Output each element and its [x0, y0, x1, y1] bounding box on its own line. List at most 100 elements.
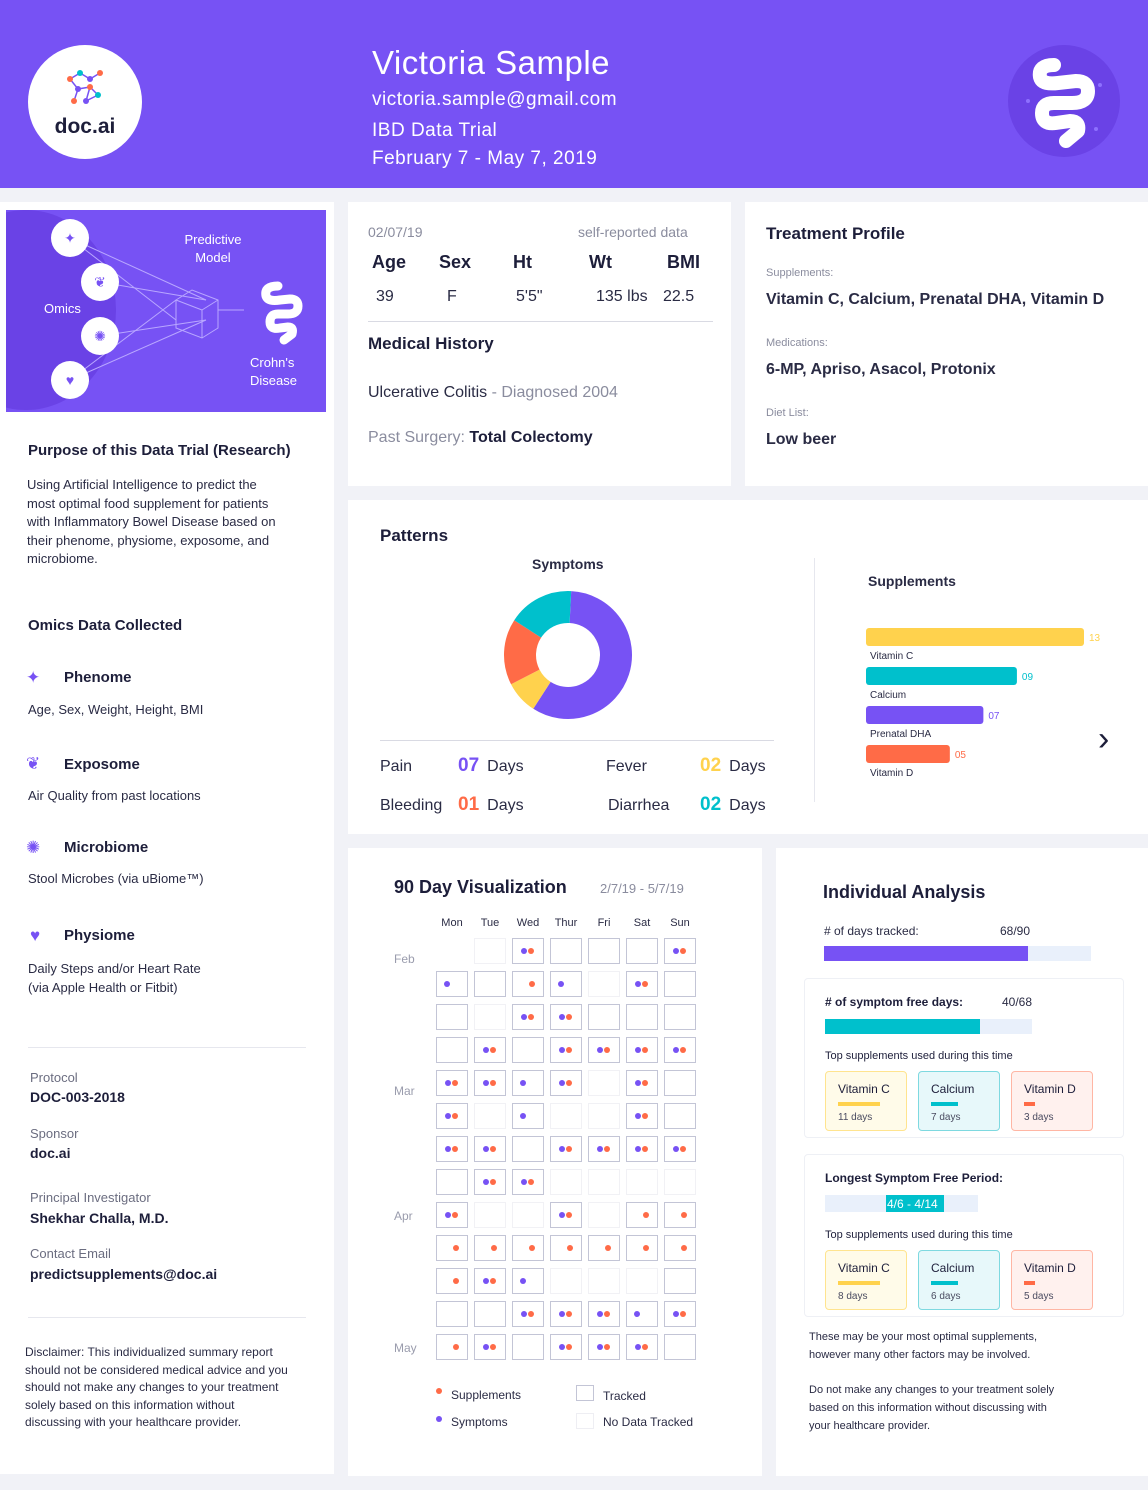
day-cell[interactable] — [512, 1103, 544, 1129]
day-cell[interactable] — [588, 1169, 620, 1195]
day-cell[interactable] — [512, 1037, 544, 1063]
day-cell[interactable] — [664, 1301, 696, 1327]
day-cell[interactable] — [474, 971, 506, 997]
day-cell[interactable] — [474, 1334, 506, 1360]
day-cell[interactable] — [474, 1301, 506, 1327]
day-cell[interactable] — [474, 1268, 506, 1294]
day-cell[interactable] — [664, 1202, 696, 1228]
day-cell[interactable] — [626, 938, 658, 964]
day-cell[interactable] — [588, 1103, 620, 1129]
day-cell[interactable] — [626, 1004, 658, 1030]
day-cell[interactable] — [664, 1037, 696, 1063]
day-cell[interactable] — [550, 1037, 582, 1063]
day-cell[interactable] — [512, 1202, 544, 1228]
day-cell[interactable] — [550, 1202, 582, 1228]
day-cell[interactable] — [664, 1136, 696, 1162]
symptom-dot — [520, 1080, 526, 1086]
day-cell[interactable] — [474, 1103, 506, 1129]
day-cell[interactable] — [474, 1169, 506, 1195]
day-cell[interactable] — [626, 1136, 658, 1162]
day-cell[interactable] — [588, 1268, 620, 1294]
day-cell[interactable] — [664, 1169, 696, 1195]
day-cell[interactable] — [664, 1004, 696, 1030]
day-cell[interactable] — [588, 1334, 620, 1360]
day-cell[interactable] — [436, 1301, 468, 1327]
day-cell[interactable] — [626, 1268, 658, 1294]
day-cell[interactable] — [550, 1235, 582, 1261]
day-cell[interactable] — [474, 1202, 506, 1228]
day-cell[interactable] — [626, 1070, 658, 1096]
supplement-dot — [528, 1311, 534, 1317]
day-cell[interactable] — [436, 1235, 468, 1261]
day-cell[interactable] — [588, 1235, 620, 1261]
day-cell[interactable] — [550, 1301, 582, 1327]
day-cell[interactable] — [626, 1103, 658, 1129]
day-cell[interactable] — [436, 971, 468, 997]
day-cell[interactable] — [550, 971, 582, 997]
day-cell[interactable] — [588, 938, 620, 964]
analysis-disclaimer: Do not make any changes to your treatmen… — [809, 1384, 1055, 1432]
day-cell[interactable] — [474, 1037, 506, 1063]
day-cell[interactable] — [512, 1070, 544, 1096]
day-cell[interactable] — [664, 1268, 696, 1294]
day-cell[interactable] — [588, 1004, 620, 1030]
day-cell[interactable] — [512, 938, 544, 964]
day-cell[interactable] — [512, 1004, 544, 1030]
medications-list: 6-MP, Apriso, Asacol, Protonix — [766, 361, 996, 378]
day-cell[interactable] — [436, 1268, 468, 1294]
day-cell[interactable] — [550, 1169, 582, 1195]
day-cell[interactable] — [626, 1334, 658, 1360]
day-cell[interactable] — [550, 1334, 582, 1360]
day-cell[interactable] — [436, 1037, 468, 1063]
day-cell[interactable] — [512, 971, 544, 997]
supplement-dot — [604, 1344, 610, 1350]
day-cell[interactable] — [588, 971, 620, 997]
day-cell[interactable] — [588, 1136, 620, 1162]
chevron-right-icon[interactable]: › — [1098, 720, 1110, 758]
day-cell[interactable] — [550, 938, 582, 964]
day-cell[interactable] — [550, 1136, 582, 1162]
day-cell[interactable] — [626, 1169, 658, 1195]
day-cell[interactable] — [664, 938, 696, 964]
day-cell[interactable] — [436, 1202, 468, 1228]
day-cell[interactable] — [550, 1268, 582, 1294]
day-cell[interactable] — [436, 1004, 468, 1030]
day-cell[interactable] — [588, 1202, 620, 1228]
day-cell[interactable] — [474, 1070, 506, 1096]
day-cell[interactable] — [588, 1037, 620, 1063]
day-cell[interactable] — [512, 1235, 544, 1261]
day-cell[interactable] — [436, 1334, 468, 1360]
contact-email-link[interactable]: predictsupplements@doc.ai — [30, 1266, 218, 1282]
day-cell[interactable] — [626, 1235, 658, 1261]
day-cell[interactable] — [550, 1103, 582, 1129]
day-cell[interactable] — [626, 971, 658, 997]
day-cell[interactable] — [512, 1268, 544, 1294]
day-cell[interactable] — [512, 1169, 544, 1195]
day-cell[interactable] — [588, 1301, 620, 1327]
day-cell[interactable] — [436, 1103, 468, 1129]
day-cell[interactable] — [474, 1004, 506, 1030]
day-cell[interactable] — [664, 1235, 696, 1261]
day-cell[interactable] — [512, 1301, 544, 1327]
day-cell[interactable] — [626, 1037, 658, 1063]
day-cell[interactable] — [436, 1070, 468, 1096]
day-cell[interactable] — [436, 1136, 468, 1162]
symptom-dot — [521, 1014, 527, 1020]
day-cell[interactable] — [512, 1334, 544, 1360]
day-cell[interactable] — [664, 971, 696, 997]
day-cell[interactable] — [474, 938, 506, 964]
svg-text:✦: ✦ — [64, 230, 76, 246]
day-cell[interactable] — [626, 1202, 658, 1228]
day-cell[interactable] — [474, 1136, 506, 1162]
supplement-dot — [680, 1146, 686, 1152]
day-cell[interactable] — [512, 1136, 544, 1162]
day-cell[interactable] — [626, 1301, 658, 1327]
day-cell[interactable] — [550, 1070, 582, 1096]
day-cell[interactable] — [588, 1070, 620, 1096]
day-cell[interactable] — [436, 1169, 468, 1195]
day-cell[interactable] — [664, 1334, 696, 1360]
day-cell[interactable] — [664, 1070, 696, 1096]
day-cell[interactable] — [550, 1004, 582, 1030]
day-cell[interactable] — [664, 1103, 696, 1129]
day-cell[interactable] — [474, 1235, 506, 1261]
